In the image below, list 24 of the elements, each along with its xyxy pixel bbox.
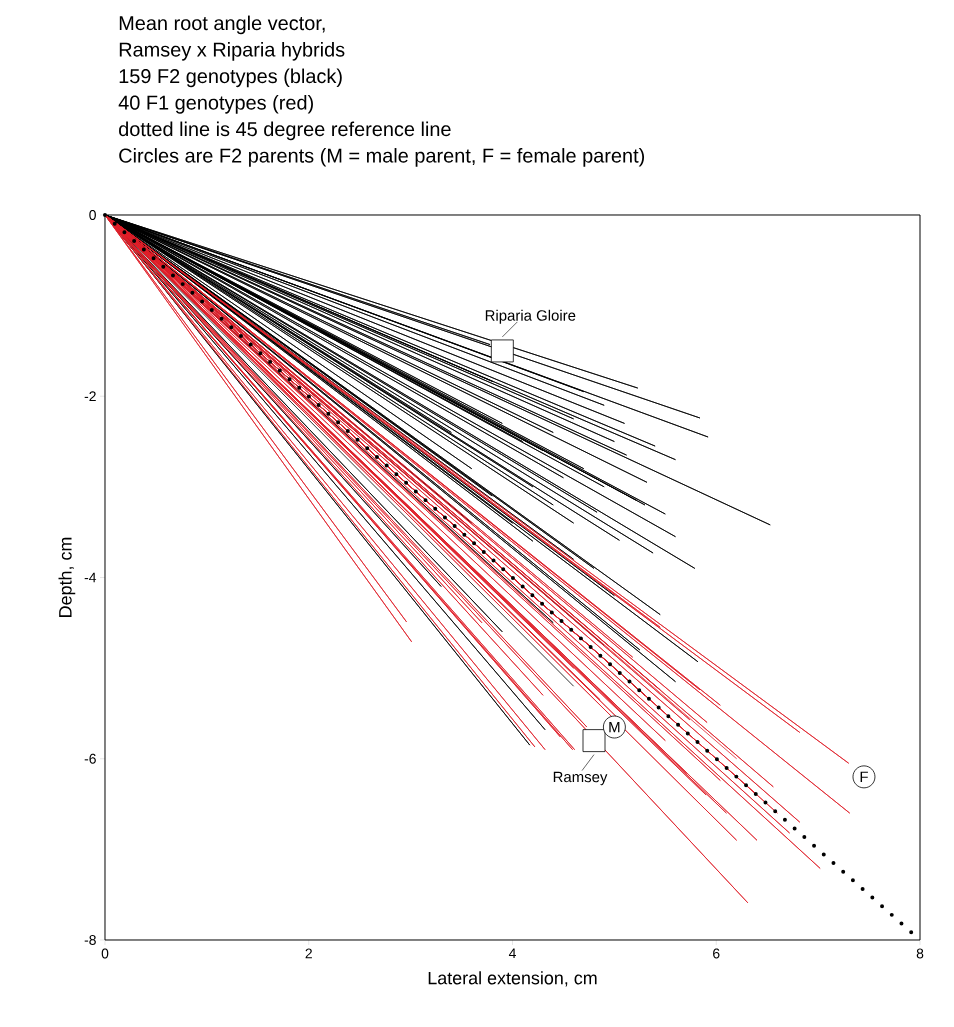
y-tick-label: -2 — [84, 391, 96, 402]
x-axis-title: Lateral extension, cm — [428, 971, 597, 987]
y-tick-label: 0 — [89, 210, 96, 220]
text: Circles are F2 parents (M = male parent, F = female parent) — [119, 148, 645, 167]
y-axis-title: Depth, cm — [58, 537, 76, 617]
annotation: F — [860, 771, 868, 783]
chart-title: Mean root angle vector, — [119, 15, 325, 35]
x-tick-label: 8 — [916, 948, 924, 959]
annotation: Riparia Gloire — [485, 309, 576, 324]
annotation: Ramsey — [553, 771, 608, 786]
x-tick-label: 4 — [508, 948, 516, 959]
x-tick-label: 2 — [305, 948, 312, 959]
y-tick-label: -4 — [84, 572, 97, 583]
x-tick-label: 6 — [713, 948, 720, 959]
y-tick-label: -6 — [84, 753, 96, 764]
y-tick-label: -8 — [84, 935, 96, 945]
text: dotted line is 45 degree reference line — [119, 121, 451, 141]
chart-subtitle: Ramsey x Riparia hybrids — [119, 42, 345, 61]
text: 40 F1 genotypes (red) — [118, 95, 313, 114]
point — [490, 339, 514, 363]
x-tick-label: 0 — [101, 948, 109, 959]
annotation: M — [609, 721, 620, 733]
text: 159 F2 genotypes (black) — [119, 68, 342, 88]
point — [582, 729, 606, 753]
